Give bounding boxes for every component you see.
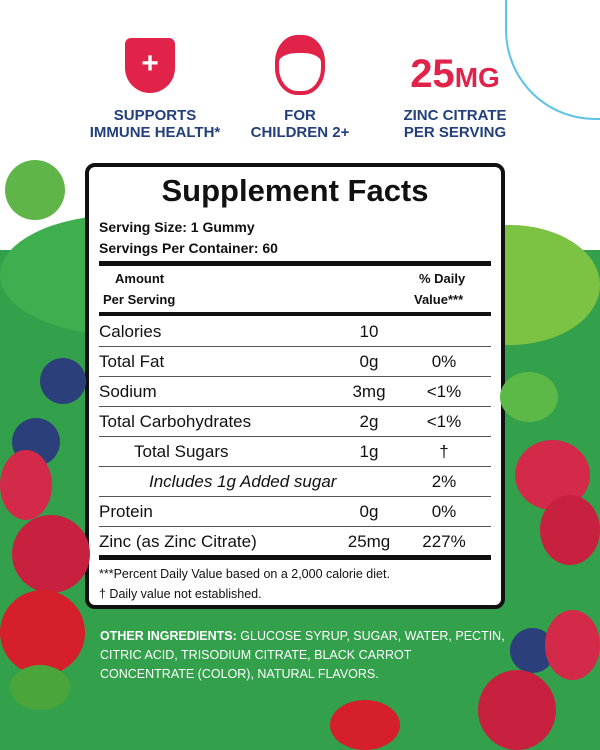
nutrient-row: Total Sugars 1g † [99,437,491,467]
leaf [500,372,558,422]
raspberry [12,515,90,593]
nutrient-dv: † [439,442,449,461]
nutrient-row: Total Carbohydrates 2g <1% [99,407,491,437]
zinc-amount: 25MG [400,52,510,97]
ingredients-label: OTHER INGREDIENTS: [100,629,237,643]
zinc-amount-unit: MG [454,62,500,93]
blueberry [40,358,86,404]
serving-size: Serving Size: 1 Gummy [99,219,255,235]
ingredients-text: GLUCOSE SYRUP, SUGAR, WATER, PECTIN, CIT… [100,629,505,681]
blue-curve-decoration [505,0,600,120]
header-amount: Amount [115,271,165,286]
nutrient-dv: 0% [431,352,457,371]
badge-zinc: ZINC CITRATE PER SERVING [390,107,520,141]
divider [99,261,491,266]
leaf [10,665,70,710]
shield-icon: + [125,38,175,93]
nutrient-amount: 0g [359,502,379,521]
header-amount: Per Serving [103,292,176,307]
footnote: ***Percent Daily Value based on a 2,000 … [99,567,390,581]
nutrient-row: Protein 0g 0% [99,497,491,527]
nutrient-dv: 2% [431,472,457,491]
nutrient-name: Total Sugars [134,442,229,461]
nutrient-dv: <1% [426,412,462,431]
nutrient-amount: 25mg [347,532,391,551]
nutrient-name: Zinc (as Zinc Citrate) [99,532,257,551]
nutrient-name: Total Fat [99,352,165,371]
servings-per-container: Servings Per Container: 60 [99,240,278,256]
nutrient-name: Includes 1g Added sugar [149,472,337,491]
facts-title: Supplement Facts [161,173,429,208]
strawberry [0,590,85,675]
nutrient-name: Protein [99,502,153,521]
nutrient-row: Total Fat 0g 0% [99,347,491,377]
nutrient-row: Calories 10 [99,317,491,347]
badge-text: ZINC CITRATE [403,107,507,124]
nutrient-amount: 1g [359,442,379,461]
nutrient-name: Calories [99,322,162,341]
badge-immune: SUPPORTS IMMUNE HEALTH* [88,107,222,141]
badge-text: CHILDREN 2+ [250,124,350,141]
other-ingredients: OTHER INGREDIENTS: GLUCOSE SYRUP, SUGAR,… [100,627,505,684]
footnote: † Daily value not established. [99,587,262,601]
child-face-icon [275,35,325,95]
badge-text: IMMUNE HEALTH* [89,124,221,141]
zinc-amount-value: 25 [410,52,455,96]
nutrient-dv: <1% [426,382,462,401]
nutrient-dv: 0% [431,502,457,521]
supplement-facts-panel: Supplement Facts Serving Size: 1 Gummy S… [85,163,505,609]
nutrient-name: Sodium [99,382,157,401]
badge-text: PER SERVING [403,124,507,141]
header-dv: Value*** [414,292,464,307]
raspberry [545,610,600,680]
raspberry [540,495,600,565]
header-dv: % Daily [419,271,466,286]
divider [99,555,491,560]
nutrient-row: Sodium 3mg <1% [99,377,491,407]
tree-icon [5,160,65,220]
divider [99,312,491,316]
badge-text: FOR [284,107,316,124]
nutrient-amount: 3mg [352,382,386,401]
badge-text: SUPPORTS [113,107,197,124]
nutrient-row: Includes 1g Added sugar 2% [99,467,491,497]
badge-children: FOR CHILDREN 2+ [235,107,365,141]
nutrient-amount: 0g [359,352,379,371]
nutrient-name: Total Carbohydrates [99,412,252,431]
nutrient-amount: 10 [359,322,379,341]
nutrient-row: Zinc (as Zinc Citrate) 25mg 227% [99,527,491,557]
raspberry [0,450,52,520]
strawberry [330,700,400,750]
nutrient-dv: 227% [422,532,466,551]
nutrient-amount: 2g [359,412,379,431]
raspberry [478,670,556,750]
